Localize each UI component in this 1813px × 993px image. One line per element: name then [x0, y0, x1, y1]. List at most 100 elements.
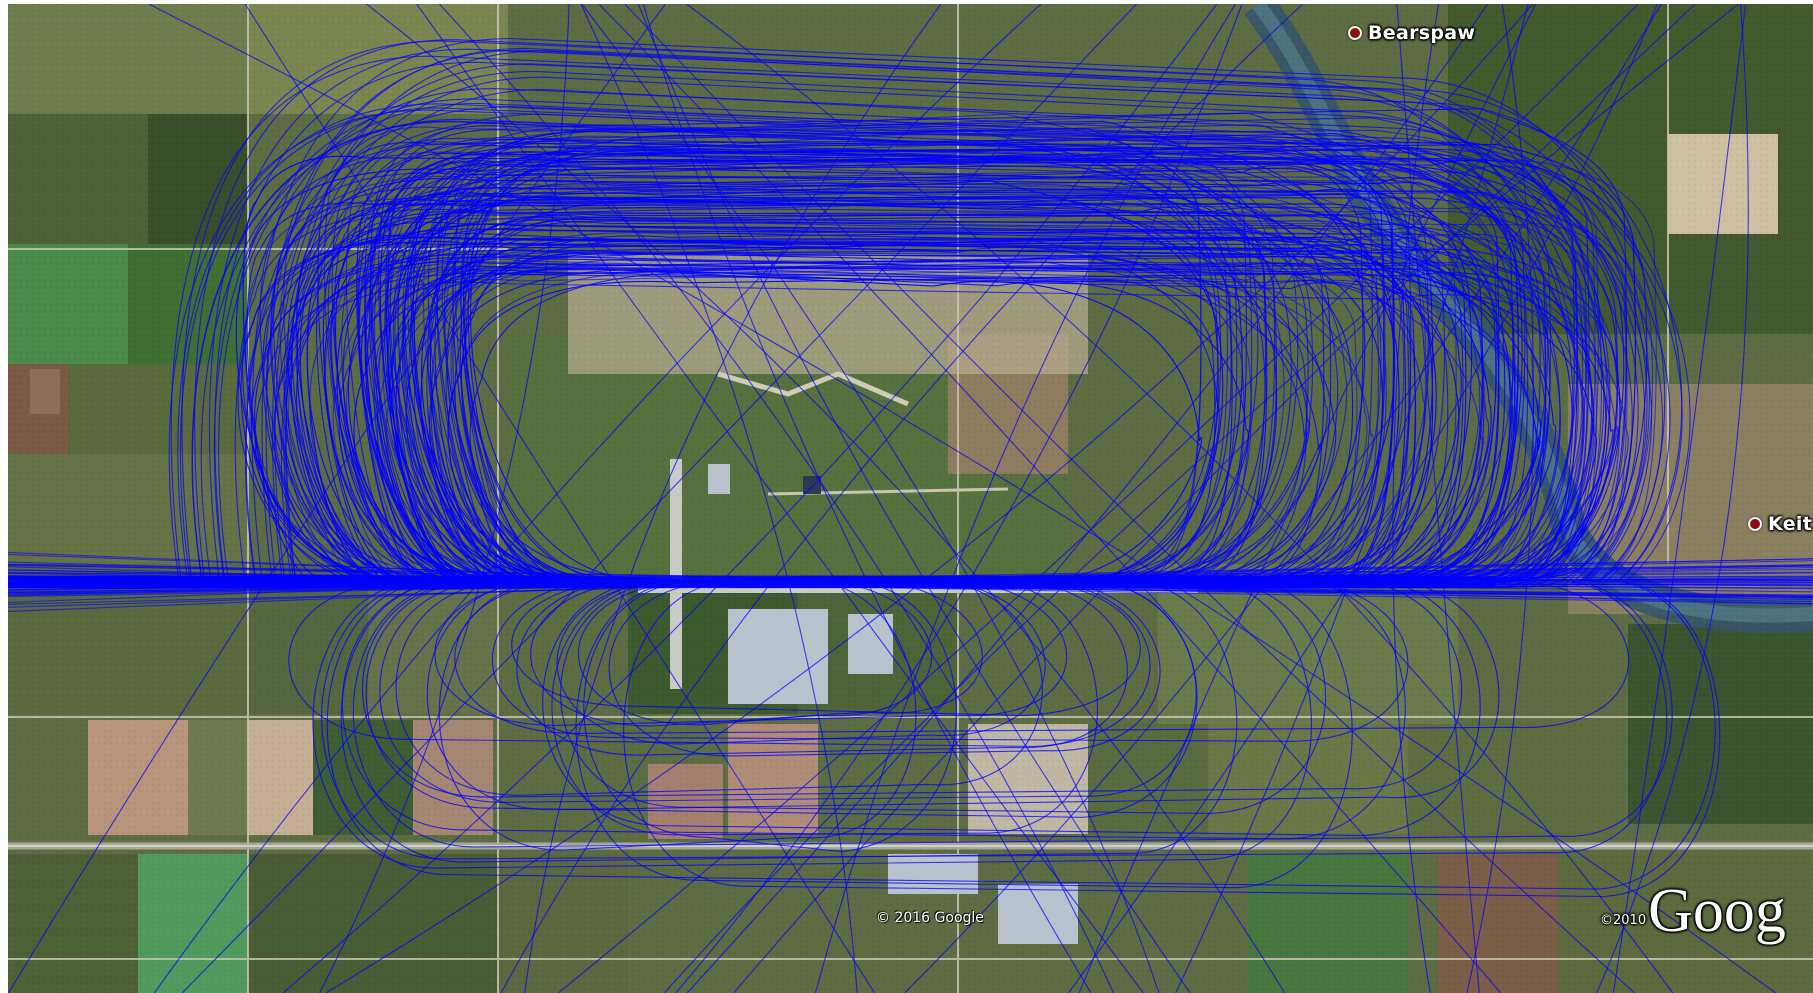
flight-track — [126, 257, 1245, 583]
flight-track — [598, 4, 1502, 993]
flight-track — [8, 571, 1813, 581]
place-marker-icon — [1348, 26, 1362, 40]
flight-track — [68, 138, 1299, 582]
flight-track — [83, 137, 1382, 587]
flight-track — [686, 4, 1674, 993]
flight-track — [426, 581, 1500, 811]
flight-track — [416, 4, 1144, 993]
flight-track — [193, 252, 1542, 585]
flight-track — [8, 4, 666, 993]
flight-track — [8, 216, 1628, 588]
flight-track — [8, 160, 1657, 587]
flight-track — [281, 113, 1671, 583]
flight-track — [77, 172, 1541, 583]
flight-track — [200, 118, 1663, 583]
flight-track — [8, 580, 1813, 596]
flight-track — [214, 61, 1648, 583]
flight-track — [39, 255, 1449, 579]
flight-track — [154, 262, 1484, 587]
flight-track — [542, 581, 1481, 837]
place-name: Bearspaw — [1368, 22, 1476, 44]
flight-track — [319, 4, 570, 993]
flight-track — [48, 181, 1547, 588]
flight-track — [1396, 4, 1480, 993]
flight-track — [288, 581, 1151, 747]
flight-track — [8, 193, 1551, 577]
flight-track — [491, 581, 1409, 742]
flight-track — [581, 4, 1160, 993]
flight-track — [524, 4, 942, 993]
flight-track — [814, 4, 1236, 993]
flight-track — [75, 261, 1368, 585]
flight-track — [191, 150, 1229, 579]
flight-track — [106, 112, 1429, 578]
flight-track — [30, 210, 1484, 588]
flight-track — [179, 107, 1652, 583]
flight-track — [663, 4, 1739, 993]
flight-track — [194, 39, 1546, 583]
google-logo: ©2010 Goog — [1600, 880, 1786, 942]
flight-track — [153, 4, 1042, 993]
place-label-bearspaw[interactable]: Bearspaw — [1348, 22, 1475, 44]
flight-track — [361, 581, 1463, 798]
flight-track — [189, 196, 1266, 587]
flight-track — [234, 88, 1639, 583]
flight-track — [32, 108, 1628, 588]
flight-track — [623, 581, 1721, 898]
flight-track — [577, 581, 933, 726]
flight-track — [556, 581, 1046, 745]
ponds — [30, 369, 821, 494]
flight-track — [733, 4, 1696, 993]
flight-track — [245, 121, 1584, 583]
flight-track — [551, 581, 1099, 836]
place-label-keit[interactable]: Keit — [1748, 513, 1812, 535]
place-marker-icon — [1748, 517, 1762, 531]
flight-track — [46, 120, 1247, 584]
flight-track — [78, 148, 1395, 588]
flight-track — [81, 117, 1579, 582]
flight-track — [177, 103, 1683, 583]
flight-track — [274, 70, 1593, 583]
flight-track — [637, 4, 1191, 993]
flight-track — [516, 581, 1128, 756]
flight-track — [1068, 4, 1658, 993]
flight-track — [1078, 4, 1537, 993]
flight-track — [352, 581, 1673, 848]
flight-track — [262, 218, 1529, 587]
flight-track — [530, 581, 983, 727]
flight-track — [439, 4, 1115, 993]
flight-track — [580, 4, 858, 993]
place-name: Keit — [1768, 513, 1813, 535]
flight-track — [189, 150, 1599, 580]
map-view[interactable]: Bearspaw Keit © 2016 Google ©2010 Goog — [8, 4, 1813, 993]
flight-track — [204, 132, 1519, 582]
logo-year: ©2010 — [1600, 913, 1647, 928]
flight-track — [1596, 4, 1749, 993]
flight-track — [325, 4, 1533, 993]
flight-track — [438, 581, 917, 851]
flight-track — [8, 162, 1625, 580]
flight-track — [8, 240, 1434, 587]
flight-track — [77, 196, 1395, 589]
airport-buildings — [708, 464, 1078, 944]
flight-track — [265, 47, 1611, 583]
flight-track — [608, 581, 1161, 757]
logo-text: Goog — [1648, 877, 1786, 945]
flight-track — [675, 4, 1243, 993]
flight-track — [904, 4, 1662, 993]
flight-track — [624, 4, 1635, 993]
flight-track — [251, 38, 1650, 583]
flight-track — [283, 76, 1610, 583]
flight-track — [237, 140, 1364, 579]
flight-track — [185, 229, 1384, 580]
flight-track — [8, 186, 1619, 584]
flight-track — [1612, 4, 1747, 993]
flight-track — [18, 238, 1307, 582]
flight-track — [45, 281, 1629, 584]
flight-track — [190, 258, 1490, 587]
flight-track — [8, 216, 1387, 582]
flight-track — [8, 193, 1325, 584]
satellite-map-canvas[interactable] — [8, 4, 1813, 993]
flight-track — [168, 109, 1691, 583]
flight-track — [8, 214, 1481, 586]
